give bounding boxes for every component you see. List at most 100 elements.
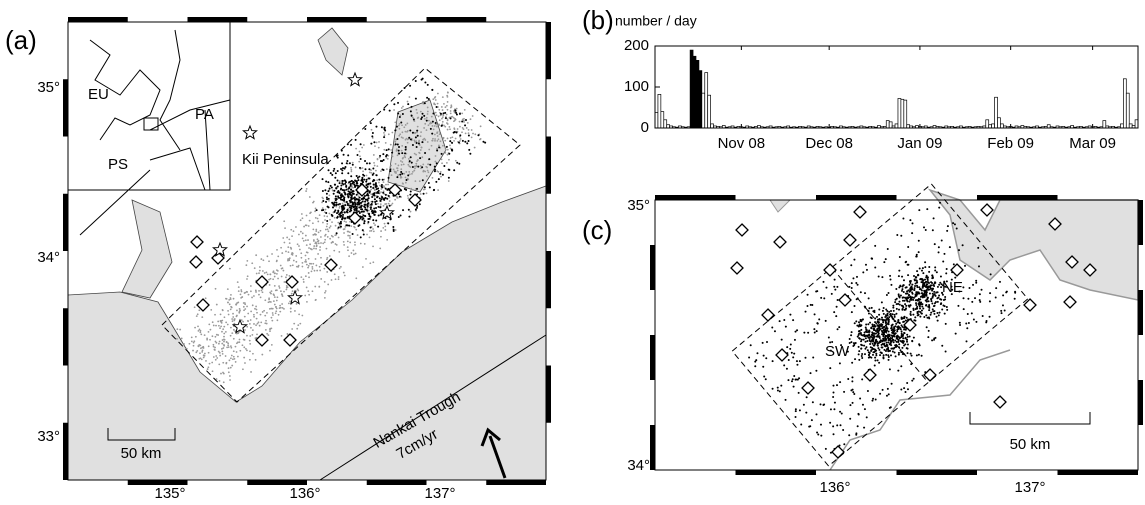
event-dot [434, 111, 437, 114]
event-dot [840, 344, 843, 347]
event-dot [920, 292, 923, 295]
event-dot [329, 237, 332, 240]
event-dot [957, 304, 960, 307]
event-dot [898, 321, 901, 324]
event-dot [880, 325, 883, 328]
event-dot [364, 168, 367, 171]
event-dot [864, 263, 867, 266]
event-dot [240, 319, 243, 322]
event-dot [934, 294, 937, 297]
event-dot [355, 228, 358, 231]
event-dot [934, 281, 937, 284]
event-dot [446, 137, 449, 140]
event-dot [269, 349, 271, 352]
event-dot [883, 342, 886, 345]
event-dot [382, 181, 385, 184]
event-dot [849, 417, 852, 420]
event-dot [374, 182, 377, 185]
event-dot [317, 242, 320, 245]
event-dot [916, 274, 919, 277]
event-dot [221, 309, 224, 311]
scale-bar [969, 412, 1091, 425]
event-dot [850, 331, 853, 334]
event-dot [881, 309, 884, 312]
star [347, 71, 363, 87]
event-dot [898, 286, 901, 289]
event-dot [227, 313, 230, 316]
y-axis-label: number / day [615, 13, 697, 29]
event-dot [339, 225, 342, 228]
annotation: PS [108, 156, 128, 173]
event-dot [428, 119, 430, 122]
panel-label: (a) [5, 25, 37, 55]
event-dot [885, 341, 888, 344]
event-dot [925, 304, 928, 307]
panel-label: (b) [582, 5, 614, 35]
event-dot [352, 249, 355, 252]
event-dot [360, 210, 363, 213]
map-a [67, 21, 547, 481]
event-dot [398, 152, 401, 155]
event-dot [939, 275, 942, 278]
event-dot [249, 285, 252, 287]
event-dot [936, 297, 939, 300]
event-dot [937, 314, 940, 317]
event-dot [322, 208, 325, 211]
event-dot [895, 340, 898, 343]
event-dot [863, 426, 866, 429]
event-dot [913, 279, 916, 282]
event-dot [255, 317, 258, 320]
event-dot [470, 136, 473, 139]
event-dot [875, 352, 878, 355]
station [903, 318, 917, 332]
event-dot [375, 188, 378, 191]
event-dot [222, 328, 225, 331]
event-dot [352, 181, 355, 184]
event-dot [756, 352, 759, 355]
event-dot [883, 261, 886, 264]
event-dot [409, 84, 412, 87]
station [823, 263, 837, 277]
event-dot [876, 342, 879, 345]
event-dot [329, 225, 332, 228]
event-dot [400, 170, 403, 173]
event-dot [245, 347, 247, 350]
event-dot [222, 372, 225, 375]
event-dot [853, 342, 856, 345]
station [863, 368, 877, 382]
event-dot [413, 140, 416, 143]
event-dot [915, 291, 918, 294]
event-dot [366, 233, 368, 236]
event-dot [400, 185, 403, 187]
event-dot [325, 196, 328, 199]
event-dot [912, 298, 915, 301]
event-dot [361, 167, 364, 169]
event-dot [858, 350, 861, 353]
event-dot [451, 149, 454, 152]
event-dot [1000, 309, 1003, 312]
event-dot [223, 335, 225, 338]
event-dot [388, 109, 391, 112]
event-dot [886, 314, 889, 317]
bar [888, 121, 893, 129]
event-dot [180, 337, 183, 340]
event-dot [977, 265, 980, 268]
event-dot [815, 413, 818, 416]
event-dot [382, 185, 385, 187]
event-dot [363, 178, 366, 181]
event-dot [305, 214, 308, 217]
event-dot [931, 288, 934, 291]
event-dot [894, 344, 897, 347]
event-dot [361, 146, 364, 149]
event-dot [952, 222, 955, 225]
event-dot [413, 139, 416, 142]
event-dot [387, 176, 390, 179]
event-dot [239, 309, 241, 312]
event-dot [879, 328, 882, 331]
event-dot [219, 313, 222, 316]
event-dot [330, 241, 333, 244]
event-dot [304, 234, 307, 237]
event-dot [861, 352, 864, 355]
event-dot [935, 315, 938, 318]
event-dot [421, 179, 424, 182]
